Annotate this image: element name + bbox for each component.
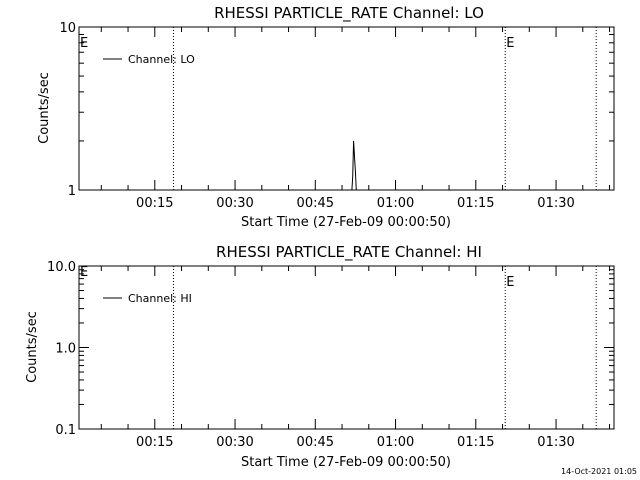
x-tick-label: 00:15 (136, 196, 173, 211)
x-tick-label: 01:00 (377, 435, 414, 450)
chart-1-xlabel: Start Time (27-Feb-09 00:00:50) (241, 215, 451, 230)
chart-2-title: RHESSI PARTICLE_RATE Channel: HI (216, 243, 482, 262)
footer-timestamp: 14-Oct-2021 01:05 (561, 467, 637, 476)
x-tick-label: 01:15 (457, 196, 494, 211)
chart-1-ylabel: Counts/sec (37, 72, 52, 144)
y-tick-label: 10.0 (47, 260, 76, 275)
chart-1-legend-label: Channel: LO (128, 53, 195, 66)
chart-2-ylabel: Counts/sec (25, 311, 40, 383)
chart-1-frame (78, 26, 615, 191)
x-tick-label: 00:30 (216, 196, 253, 211)
x-tick-label: 00:45 (297, 196, 334, 211)
chart-2-frame (78, 265, 615, 430)
y-tick-label: 1 (68, 184, 76, 199)
y-tick-label: 1.0 (55, 342, 76, 357)
chart-2-start-label: E (80, 265, 88, 280)
x-tick-label: 00:45 (297, 435, 334, 450)
event-marker-label: E (506, 275, 514, 290)
x-tick-label: 00:15 (136, 435, 173, 450)
chart-1-start-label: E (80, 36, 88, 51)
x-tick-label: 00:30 (216, 435, 253, 450)
y-tick-label: 0.1 (55, 423, 76, 438)
x-tick-label: 01:30 (537, 435, 574, 450)
series-line (351, 140, 357, 191)
chart-1-title: RHESSI PARTICLE_RATE Channel: LO (214, 4, 484, 23)
chart-2-legend-label: Channel: HI (128, 292, 192, 305)
x-tick-label: 01:15 (457, 435, 494, 450)
y-tick-label: 10 (59, 21, 76, 36)
x-tick-label: 01:00 (377, 196, 414, 211)
x-tick-label: 01:30 (537, 196, 574, 211)
event-marker-label: E (506, 36, 514, 51)
chart-2-xlabel: Start Time (27-Feb-09 00:00:50) (241, 455, 451, 470)
